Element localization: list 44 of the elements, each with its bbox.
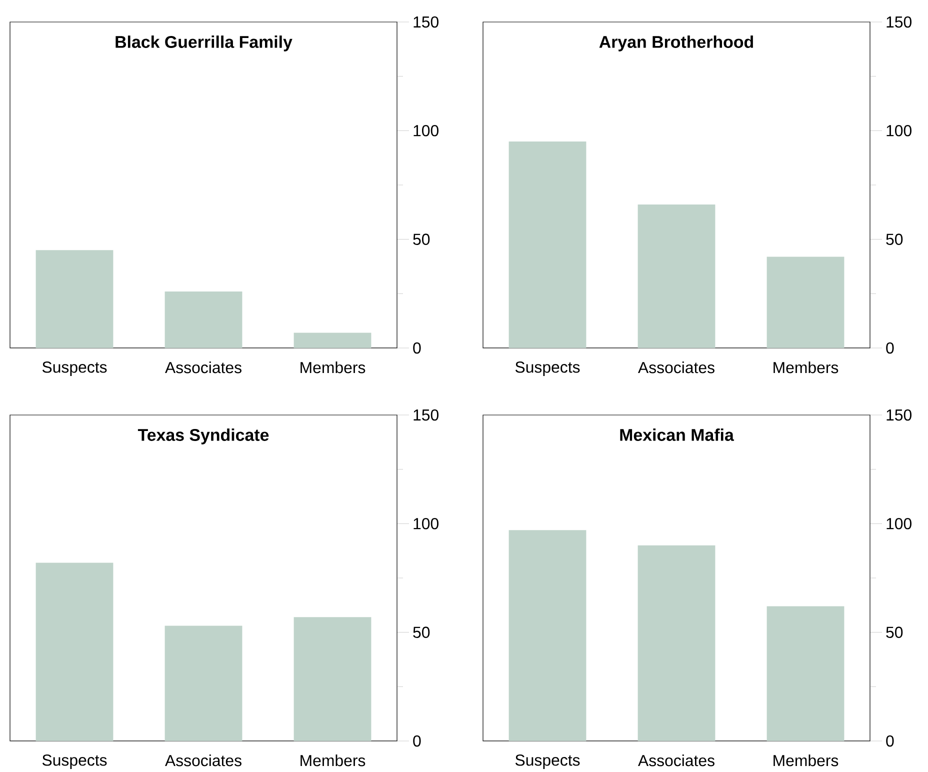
x-tick-label: Members — [774, 361, 838, 374]
y-tick-label: 100 — [414, 518, 438, 530]
y-tick-label: 100 — [886, 518, 912, 530]
bar — [294, 332, 372, 348]
x-tick-label: Associates — [165, 361, 242, 374]
x-tick-label: Suspects — [515, 361, 580, 376]
x-tick-label: Suspects — [42, 754, 107, 769]
bar — [766, 606, 844, 741]
y-tick-label: 0 — [886, 342, 894, 354]
y-tick-label: 150 — [414, 16, 438, 28]
x-tick-label: Members — [300, 361, 366, 374]
y-tick-label: 100 — [886, 124, 912, 136]
x-tick-label: Associates — [638, 754, 714, 766]
bar — [638, 204, 716, 348]
y-tick-label: 50 — [413, 626, 430, 638]
y-tick-label: 50 — [413, 234, 430, 245]
bar — [638, 545, 716, 741]
x-tick-label: Suspects — [515, 754, 580, 769]
bar — [294, 616, 372, 741]
bar — [164, 626, 242, 741]
text: Mexican Mafia — [620, 428, 734, 441]
text: Aryan Brotherhood — [599, 35, 753, 52]
y-tick-label: 150 — [886, 16, 912, 28]
bar — [164, 291, 242, 348]
bar — [766, 256, 844, 348]
x-tick-label: Members — [774, 754, 838, 766]
x-tick-label: Associates — [638, 361, 714, 374]
x-tick-label: Suspects — [42, 361, 107, 376]
bar — [508, 530, 586, 741]
y-tick-label: 100 — [414, 124, 438, 136]
text: Black Guerrilla Family — [116, 35, 292, 52]
y-tick-label: 50 — [886, 234, 903, 245]
y-tick-label: 50 — [886, 626, 903, 638]
y-tick-label: 0 — [413, 735, 421, 747]
y-tick-label: 150 — [414, 409, 438, 421]
bar — [508, 141, 586, 348]
y-tick-label: 150 — [886, 409, 912, 421]
x-tick-label: Associates — [165, 754, 242, 766]
y-tick-label: 0 — [413, 342, 421, 354]
bar — [36, 562, 114, 741]
text: Texas Syndicate — [138, 428, 269, 444]
y-tick-label: 0 — [886, 735, 894, 747]
bar — [36, 250, 114, 348]
x-tick-label: Members — [300, 754, 366, 766]
